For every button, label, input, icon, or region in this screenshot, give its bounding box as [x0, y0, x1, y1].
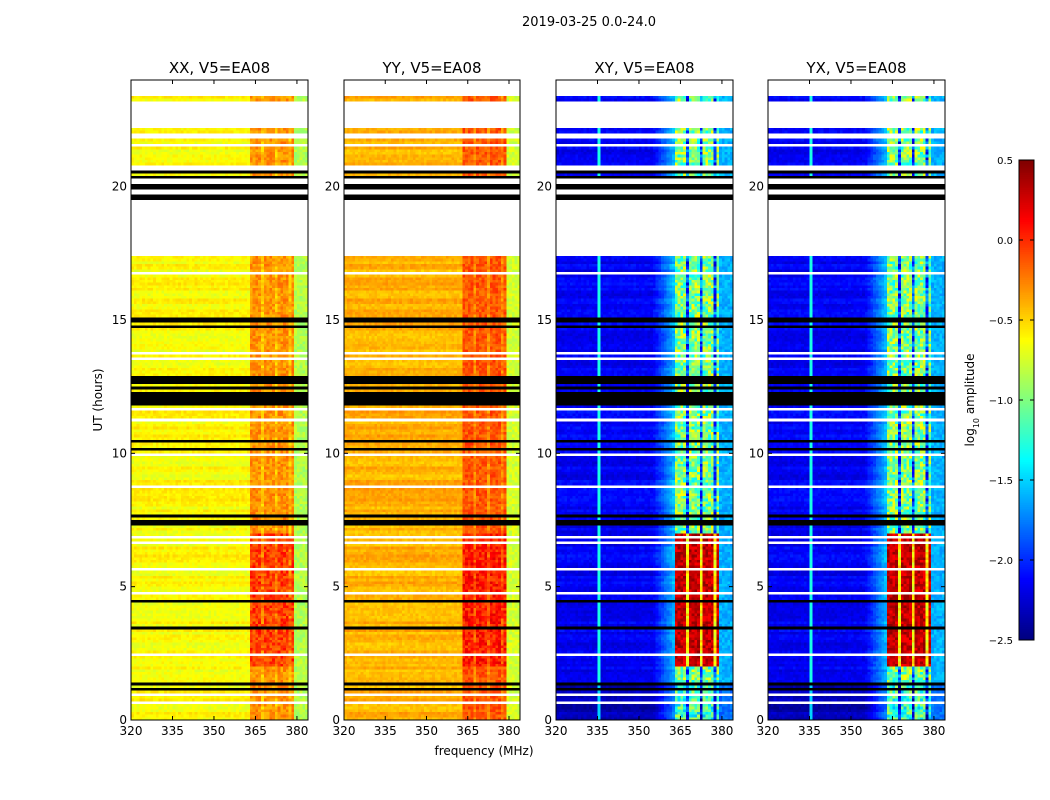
colorbar-tick-label: −1.0	[989, 396, 1013, 407]
colorbar-label: log10 amplitude	[963, 354, 981, 447]
x-tick-label: 320	[757, 724, 780, 738]
y-tick-label: 0	[119, 713, 127, 727]
heatmap-yy	[344, 80, 520, 720]
y-tick-label: 15	[537, 313, 552, 327]
heatmap-xy	[556, 80, 733, 720]
heatmap-xx	[131, 80, 308, 720]
panel-title: XX, V5=EA08	[169, 59, 270, 77]
x-tick-label: 350	[840, 724, 863, 738]
y-tick-label: 5	[756, 580, 764, 594]
x-tick-label: 335	[374, 724, 397, 738]
panel-title: XY, V5=EA08	[594, 59, 694, 77]
y-tick-label: 0	[544, 713, 552, 727]
x-tick-label: 365	[669, 724, 692, 738]
axes-frame	[343, 79, 521, 721]
colorbar-tick-label: −2.0	[989, 556, 1013, 567]
x-tick-label: 380	[285, 724, 308, 738]
x-tick-label: 365	[881, 724, 904, 738]
y-tick-label: 20	[749, 180, 764, 194]
y-tick-label: 10	[537, 446, 552, 460]
chart-title: 2019-03-25 0.0-24.0	[522, 15, 656, 30]
y-tick-label: 5	[332, 580, 340, 594]
x-tick-label: 380	[710, 724, 733, 738]
x-tick-label: 320	[120, 724, 143, 738]
y-tick-label: 0	[756, 713, 764, 727]
y-tick-label: 0	[332, 713, 340, 727]
y-tick-label: 20	[325, 180, 340, 194]
colorbar-tick-label: 0.0	[997, 236, 1013, 247]
axes-frame	[555, 79, 734, 721]
y-tick-label: 10	[749, 446, 764, 460]
axes-frame	[767, 79, 946, 721]
panel-title: YX, V5=EA08	[805, 59, 906, 77]
y-tick-label: 20	[537, 180, 552, 194]
x-tick-label: 365	[456, 724, 479, 738]
y-tick-label: 5	[544, 580, 552, 594]
y-tick-label: 10	[112, 446, 127, 460]
y-tick-label: 20	[112, 180, 127, 194]
heatmap-yx	[768, 80, 945, 720]
x-tick-label: 320	[333, 724, 356, 738]
x-tick-label: 350	[628, 724, 651, 738]
y-tick-label: 15	[112, 313, 127, 327]
colorbar-tick-label: −0.5	[989, 316, 1013, 327]
y-tick-label: 15	[325, 313, 340, 327]
x-tick-label: 320	[545, 724, 568, 738]
x-tick-label: 335	[586, 724, 609, 738]
y-tick-label: 5	[119, 580, 127, 594]
y-tick-label: 10	[325, 446, 340, 460]
y-axis-label: UT (hours)	[91, 368, 105, 431]
x-tick-label: 380	[498, 724, 521, 738]
x-tick-label: 350	[415, 724, 438, 738]
x-tick-label: 335	[161, 724, 184, 738]
x-axis-label: frequency (MHz)	[434, 744, 533, 758]
colorbar-tick-label: −2.5	[989, 636, 1013, 647]
x-tick-label: 365	[244, 724, 267, 738]
panel-title: YY, V5=EA08	[381, 59, 481, 77]
colorbar-tick-label: 0.5	[997, 156, 1013, 167]
x-tick-label: 380	[922, 724, 945, 738]
colorbar	[1019, 160, 1034, 640]
axes-frame	[130, 79, 309, 721]
y-tick-label: 15	[749, 313, 764, 327]
x-tick-label: 335	[798, 724, 821, 738]
x-tick-label: 350	[203, 724, 226, 738]
colorbar-tick-label: −1.5	[989, 476, 1013, 487]
